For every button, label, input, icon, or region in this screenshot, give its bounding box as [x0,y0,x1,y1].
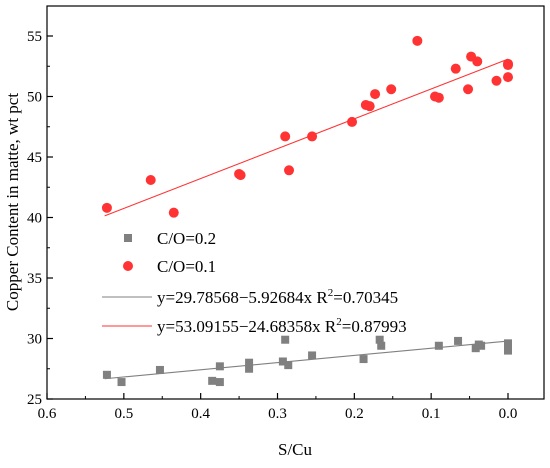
y-tick-label: 45 [27,150,42,166]
point-series-1 [281,335,290,344]
y-tick-label: 30 [27,332,42,348]
point-series-1 [454,336,463,345]
point-series-1 [504,344,512,353]
y-tick-label: 25 [27,392,42,408]
legend-label-1: C/O=0.2 [157,229,216,248]
point-series-2 [280,131,291,142]
point-series-1 [284,361,293,370]
x-tick-label: 0.2 [345,406,364,422]
data-points [101,35,513,387]
legend-marker-1 [124,234,132,242]
point-series-1 [215,362,224,371]
point-series-1 [102,370,111,379]
point-series-1 [245,364,254,373]
point-series-2 [364,101,375,112]
x-tick-label: 0.5 [114,406,133,422]
x-tick-label: 0.1 [422,406,441,422]
x-tick-label: 0.3 [268,406,287,422]
point-series-2 [463,84,474,95]
point-series-2 [347,116,358,127]
point-series-2 [168,207,179,218]
y-tick-label: 40 [27,211,42,227]
point-series-2 [386,84,397,95]
point-series-1 [155,365,164,374]
point-series-1 [375,335,384,344]
x-tick-label: 0.0 [499,406,518,422]
point-series-1 [215,378,224,387]
x-tick-label: 0.6 [38,406,57,422]
y-tick-label: 35 [27,271,42,287]
legend-fit-label-2: y=53.09155−24.68358x R2=0.87993 [157,316,407,336]
point-series-2 [433,92,444,103]
point-series-2 [472,56,483,67]
point-series-2 [145,174,156,185]
point-series-2 [284,165,295,176]
point-series-2 [503,72,513,83]
point-series-1 [278,357,287,366]
x-axis-label: S/Cu [278,440,313,459]
point-series-2 [101,202,112,213]
y-tick-label: 50 [27,90,42,106]
point-series-2 [491,75,502,86]
point-series-2 [307,131,318,142]
legend-label-2: C/O=0.1 [157,257,216,276]
y-axis: 25 30 35 40 45 50 55 [27,29,53,408]
point-series-2 [235,170,246,181]
plot-frame [46,5,545,400]
point-series-1 [308,351,317,360]
legend-fit-label-1: y=29.78568−5.92684x R2=0.70345 [157,287,398,307]
point-series-1 [477,341,486,350]
point-series-1 [377,341,386,350]
legend: C/O=0.2 C/O=0.1 y=29.78568−5.92684x R2=0.7… [102,229,407,336]
point-series-1 [208,376,217,385]
point-series-2 [412,35,423,46]
y-tick-label: 55 [27,29,42,45]
point-series-1 [504,339,512,348]
point-series-1 [245,358,254,367]
y-axis-label: Copper Content in matte, wt pct [3,93,22,311]
point-series-2 [370,89,381,100]
point-series-1 [117,378,126,387]
x-axis: 0.6 0.5 0.4 0.3 0.2 0.1 0.0 [38,393,518,422]
point-series-2 [450,63,461,74]
fit-line-2 [104,58,509,217]
point-series-2 [503,58,513,69]
x-tick-label: 0.4 [191,406,210,422]
point-series-1 [434,341,443,350]
legend-marker-2 [123,261,133,271]
point-series-1 [359,355,368,364]
